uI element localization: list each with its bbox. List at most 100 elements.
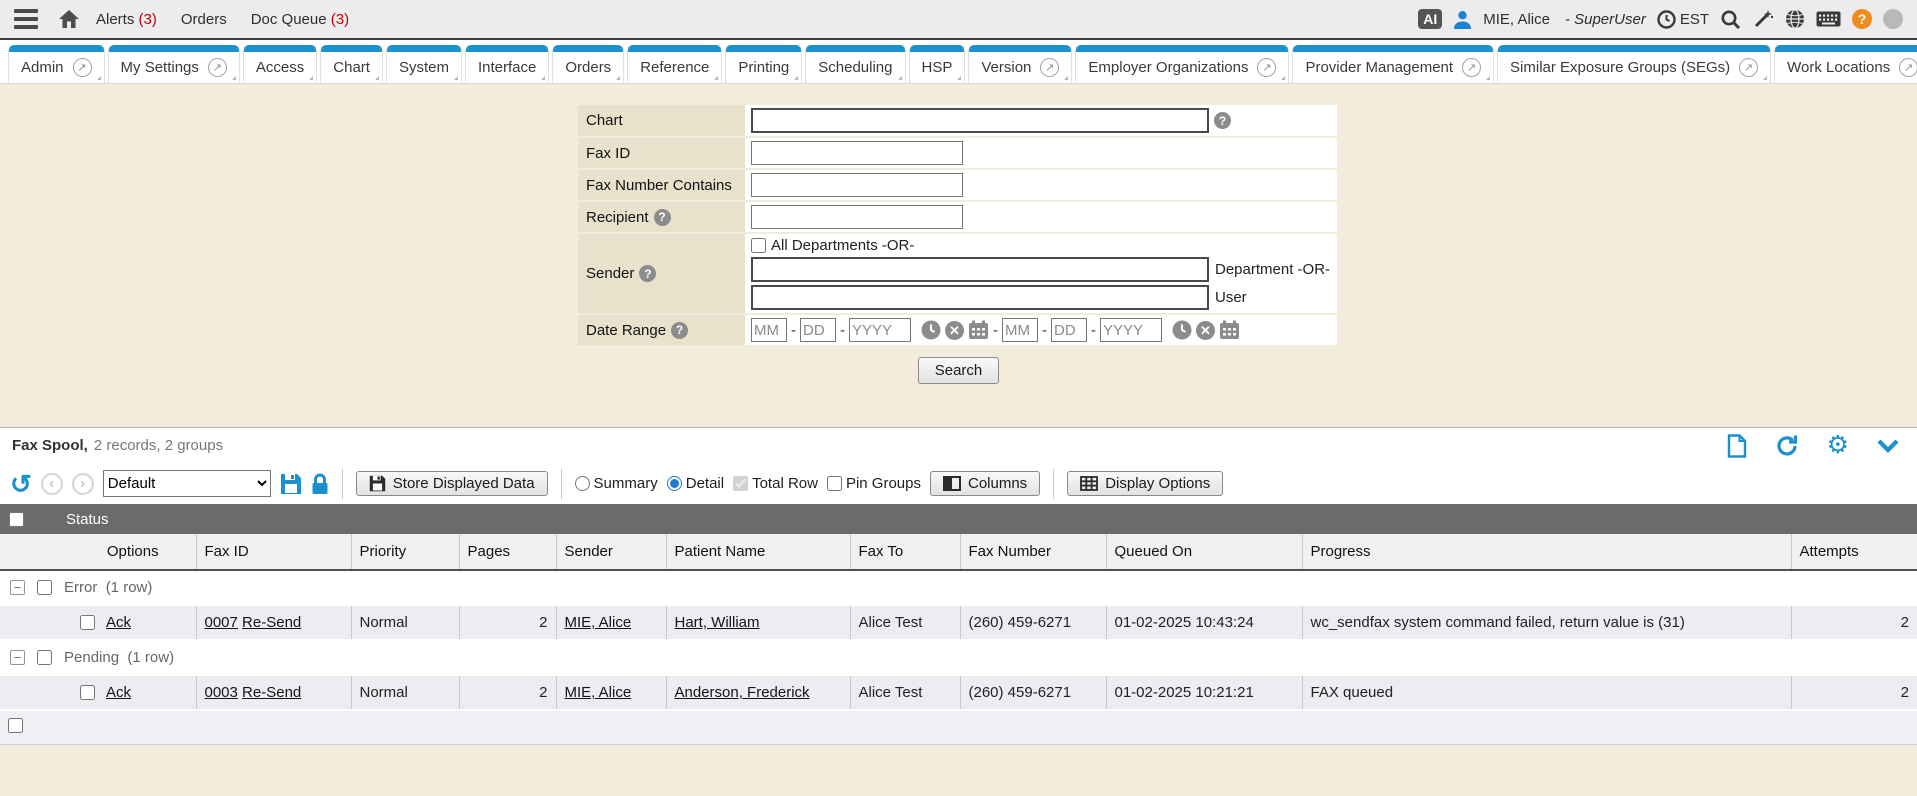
group-select-checkbox[interactable] [37, 650, 52, 665]
col-header-fax-number[interactable]: Fax Number [959, 534, 1106, 571]
home-icon[interactable] [58, 9, 80, 29]
tab-chart[interactable]: Chart [320, 45, 383, 83]
end-year-input[interactable] [1100, 318, 1162, 342]
col-header-pages[interactable]: Pages [458, 534, 556, 571]
tab-printing[interactable]: Printing [725, 45, 803, 83]
end-day-input[interactable] [1051, 318, 1087, 342]
external-link-icon[interactable]: ↗ [1899, 57, 1917, 77]
col-header-attempts[interactable]: Attempts [1790, 534, 1917, 571]
start-month-input[interactable] [751, 318, 787, 342]
fax-id-link[interactable]: 0007 [204, 614, 238, 631]
fax-id-link[interactable]: 0003 [204, 684, 238, 701]
refresh-icon[interactable] [1775, 434, 1799, 458]
globe-icon[interactable] [1785, 9, 1805, 29]
tab-system[interactable]: System [385, 45, 462, 83]
patient-link[interactable]: Anderson, Frederick [674, 684, 810, 701]
collapse-chevron-icon[interactable] [1877, 439, 1899, 453]
lock-view-icon[interactable] [311, 473, 329, 495]
presence-indicator[interactable] [1883, 9, 1903, 29]
external-link-icon[interactable]: ↗ [207, 57, 227, 77]
timezone-indicator[interactable]: EST [1657, 9, 1709, 29]
doc-queue-link[interactable]: Doc Queue (3) [250, 10, 350, 28]
save-view-icon[interactable] [280, 473, 302, 495]
sender-link[interactable]: MIE, Alice [564, 684, 632, 701]
tab-hsp[interactable]: HSP [908, 45, 966, 83]
tab-access[interactable]: Access [242, 45, 318, 83]
external-link-icon[interactable]: ↗ [1040, 57, 1060, 77]
tab-interface[interactable]: Interface [464, 45, 550, 83]
col-header-options[interactable]: Options [70, 534, 196, 571]
ack-link[interactable]: Ack [106, 614, 132, 631]
chart-help-icon[interactable]: ? [1214, 112, 1231, 129]
saved-view-select[interactable]: Default [102, 470, 271, 497]
tab-employer-organizations[interactable]: Employer Organizations ↗ [1075, 45, 1290, 83]
start-clear-icon[interactable]: ✕ [945, 320, 964, 340]
end-calendar-icon[interactable] [1219, 320, 1240, 340]
start-year-input[interactable] [849, 318, 911, 342]
tab-similar-exposure-groups[interactable]: Similar Exposure Groups (SEGs) ↗ [1497, 45, 1772, 83]
resend-link[interactable]: Re-Send [242, 684, 302, 701]
tab-scheduling[interactable]: Scheduling [805, 45, 906, 83]
orders-link[interactable]: Orders [180, 10, 227, 28]
reset-view-icon[interactable]: ↺ [10, 468, 32, 499]
detail-radio[interactable]: Detail [666, 475, 724, 492]
recipient-input[interactable] [751, 205, 963, 229]
tab-provider-management[interactable]: Provider Management ↗ [1292, 45, 1495, 83]
tab-admin[interactable]: Admin ↗ [8, 45, 105, 83]
start-calendar-icon[interactable] [968, 320, 989, 340]
collapse-group-icon[interactable]: − [10, 580, 25, 595]
hamburger-menu-icon[interactable] [14, 9, 38, 29]
fax-number-contains-input[interactable] [751, 173, 963, 197]
row-select-checkbox[interactable] [80, 615, 95, 630]
user-name[interactable]: MIE, Alice [1483, 10, 1550, 28]
select-all-checkbox[interactable] [9, 511, 24, 527]
help-icon[interactable]: ? [1852, 9, 1872, 29]
end-time-icon[interactable] [1172, 320, 1192, 340]
display-options-button[interactable]: Display Options [1067, 471, 1224, 496]
ai-badge[interactable]: AI [1418, 9, 1443, 29]
col-header-patient-name[interactable]: Patient Name [665, 534, 850, 571]
store-displayed-data-button[interactable]: Store Displayed Data [355, 471, 548, 496]
total-row-checkbox[interactable]: Total Row [733, 475, 818, 492]
new-document-icon[interactable] [1727, 433, 1747, 458]
external-link-icon[interactable]: ↗ [72, 57, 92, 77]
sender-user-input[interactable] [751, 285, 1209, 310]
tab-my-settings[interactable]: My Settings ↗ [107, 45, 240, 83]
date-range-help-icon[interactable]: ? [671, 321, 689, 339]
settings-gear-icon[interactable]: ⚙ [1826, 431, 1849, 459]
ack-link[interactable]: Ack [106, 684, 132, 701]
next-view-icon[interactable]: › [71, 472, 94, 495]
sender-help-icon[interactable]: ? [639, 265, 657, 282]
keyboard-icon[interactable] [1816, 11, 1841, 27]
recipient-help-icon[interactable]: ? [653, 208, 671, 226]
all-departments-checkbox[interactable] [751, 238, 766, 253]
start-day-input[interactable] [800, 318, 836, 342]
magic-wand-icon[interactable] [1752, 8, 1774, 30]
resend-link[interactable]: Re-Send [242, 614, 302, 631]
footer-select-checkbox[interactable] [8, 718, 23, 733]
col-header-priority[interactable]: Priority [350, 534, 459, 571]
fax-id-input[interactable] [751, 141, 963, 165]
end-clear-icon[interactable]: ✕ [1196, 320, 1215, 340]
external-link-icon[interactable]: ↗ [1739, 57, 1759, 77]
tab-work-locations[interactable]: Work Locations ↗ [1774, 45, 1917, 83]
col-header-sender[interactable]: Sender [555, 534, 666, 571]
collapse-group-icon[interactable]: − [10, 650, 25, 665]
end-month-input[interactable] [1002, 318, 1038, 342]
patient-link[interactable]: Hart, William [674, 614, 760, 631]
external-link-icon[interactable]: ↗ [1257, 57, 1277, 77]
user-icon[interactable] [1453, 10, 1472, 29]
search-button[interactable]: Search [917, 357, 1000, 384]
pin-groups-checkbox[interactable]: Pin Groups [826, 475, 921, 492]
tab-version[interactable]: Version ↗ [968, 45, 1073, 83]
external-link-icon[interactable]: ↗ [1462, 57, 1482, 77]
col-header-queued-on[interactable]: Queued On [1105, 534, 1302, 571]
chart-input[interactable] [751, 108, 1209, 133]
alerts-link[interactable]: Alerts (3) [96, 10, 157, 28]
tab-orders[interactable]: Orders [552, 45, 625, 83]
col-header-progress[interactable]: Progress [1301, 534, 1791, 571]
sender-link[interactable]: MIE, Alice [564, 614, 632, 631]
sender-department-input[interactable] [751, 257, 1209, 282]
col-header-fax-to[interactable]: Fax To [849, 534, 960, 571]
prev-view-icon[interactable]: ‹ [40, 472, 63, 495]
